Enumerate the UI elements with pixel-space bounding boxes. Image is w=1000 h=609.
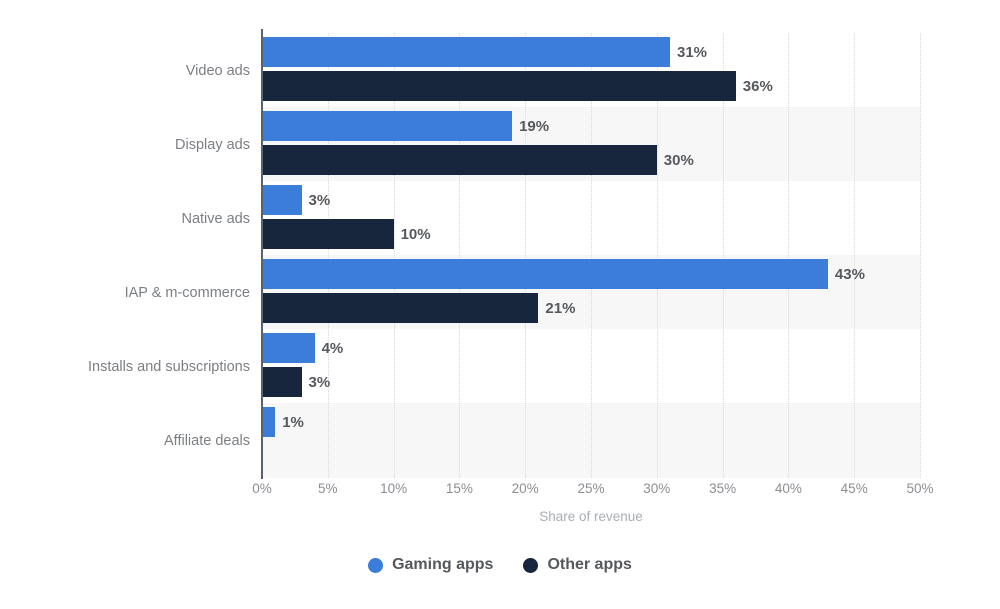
bar-group-gaming[interactable]: 43% [262,259,865,289]
bar-value-label: 1% [282,413,304,431]
bar-other[interactable] [262,367,302,397]
legend-label: Other apps [547,556,632,573]
legend-label: Gaming apps [392,556,494,573]
category-label: Native ads [181,211,250,227]
bar-value-label: 3% [308,373,331,391]
bar-other[interactable] [262,71,736,101]
bar-value-label: 30% [663,151,694,169]
bar-value-label: 43% [834,265,865,283]
legend-item-other-apps[interactable]: Other apps [523,556,632,574]
bar-group-gaming[interactable]: 1% [262,407,304,437]
bar-other[interactable] [262,293,539,323]
bar-group-other[interactable]: 10% [262,219,431,249]
x-tick-label: 0% [252,481,272,496]
x-axis-ticks: 0% 5% 10% 15% 20% 25% 30% 35% 40% 45% 50… [252,481,933,505]
bar-gaming[interactable] [262,407,276,437]
y-axis-labels: Video ads Display ads Native ads IAP & m… [0,33,250,478]
y-axis-line [261,29,263,479]
x-tick-label: 40% [774,481,802,496]
bar-value-label: 10% [400,225,431,243]
gridline-5 [327,33,329,478]
chart-legend: Gaming apps Other apps [0,556,1000,574]
category-label: Affiliate deals [164,433,250,449]
bar-row: 43% 21% [262,255,920,329]
bar-other[interactable] [262,145,657,175]
bar-gaming[interactable] [262,333,315,363]
bar-group-gaming[interactable]: 19% [262,111,549,141]
bar-other[interactable] [262,219,394,249]
bar-group-other[interactable]: 3% [262,367,330,397]
bar-group-other[interactable]: 30% [262,145,694,175]
legend-swatch-icon [368,557,384,573]
bar-row: 4% 3% [262,329,920,403]
bar-value-label: 3% [308,191,331,209]
category-label: Display ads [175,137,250,153]
gridline-45 [854,33,856,478]
x-tick-label: 25% [577,481,605,496]
legend-item-gaming-apps[interactable]: Gaming apps [368,556,493,574]
bar-row: 1% [262,403,920,477]
category-label: Video ads [185,63,250,79]
bar-row: 31% 36% [262,33,920,107]
x-axis-title: Share of revenue [539,509,643,524]
bar-value-label: 19% [519,117,550,135]
gridline-35 [722,33,724,478]
legend-swatch-icon [523,557,539,573]
x-tick-label: 15% [445,481,473,496]
bar-value-label: 36% [742,77,773,95]
bar-value-label: 4% [321,339,344,357]
x-tick-label: 20% [511,481,539,496]
gridline-10 [393,33,395,478]
bar-group-other[interactable]: 21% [262,293,575,323]
gridline-50 [920,33,921,478]
bar-group-gaming[interactable]: 3% [262,185,330,215]
bar-group-other[interactable]: 36% [262,71,773,101]
bar-value-label: 21% [545,299,576,317]
bar-gaming[interactable] [262,185,302,215]
category-label: IAP & m-commerce [124,285,250,301]
x-tick-label: 30% [643,481,671,496]
bar-value-label: 31% [677,43,708,61]
x-tick-label: 50% [906,481,934,496]
bar-group-gaming[interactable]: 31% [262,37,707,67]
gridline-30 [656,33,658,478]
plot-area: 31% 36% 19% 30% 3% [262,33,921,478]
x-tick-label: 10% [380,481,408,496]
gridline-15 [459,33,461,478]
bar-gaming[interactable] [262,259,828,289]
bar-gaming[interactable] [262,111,513,141]
bar-group-gaming[interactable]: 4% [262,333,343,363]
category-label: Installs and subscriptions [88,359,250,375]
x-tick-label: 35% [709,481,737,496]
gridline-25 [591,33,592,478]
gridline-40 [788,33,790,478]
bar-row: 19% 30% [262,107,920,181]
bar-row: 3% 10% [262,181,920,255]
gridline-20 [525,33,527,478]
bar-gaming[interactable] [262,37,670,67]
x-tick-label: 5% [318,481,338,496]
x-tick-label: 45% [840,481,868,496]
